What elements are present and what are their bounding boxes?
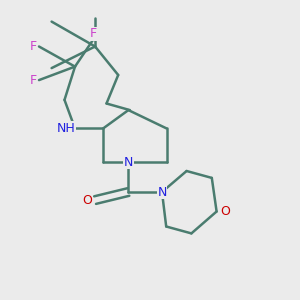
Text: F: F	[29, 40, 37, 53]
Text: N: N	[124, 156, 133, 169]
Text: NH: NH	[57, 122, 75, 135]
Text: F: F	[89, 27, 97, 40]
Text: O: O	[83, 194, 92, 207]
Text: F: F	[29, 74, 37, 87]
Text: O: O	[221, 205, 230, 218]
Text: N: N	[157, 185, 167, 199]
